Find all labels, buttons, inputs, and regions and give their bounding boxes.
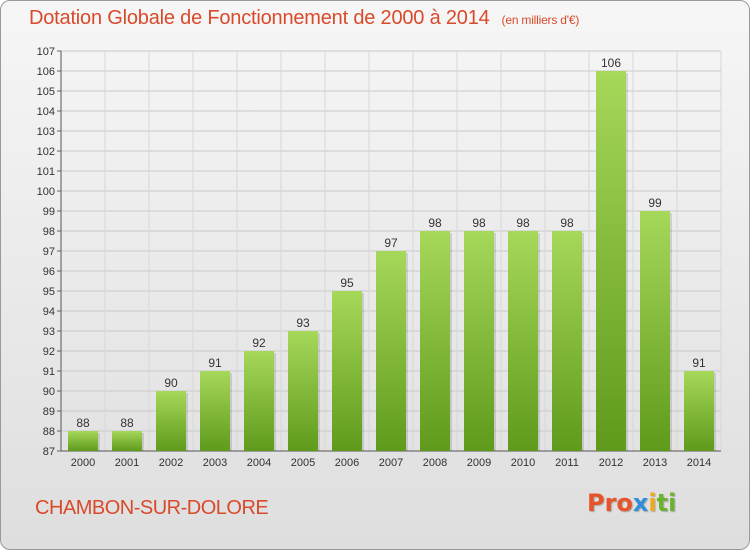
- bar-value-label: 91: [692, 356, 706, 370]
- x-tick-label: 2014: [687, 457, 711, 469]
- bar-value-label: 92: [252, 336, 266, 350]
- y-tick-label: 89: [43, 406, 55, 418]
- bar-value-label: 106: [601, 56, 621, 70]
- y-tick-label: 87: [43, 446, 55, 458]
- bar-value-label: 98: [516, 216, 530, 230]
- x-tick-label: 2000: [71, 457, 95, 469]
- x-tick-label: 2008: [423, 457, 447, 469]
- y-tick-label: 107: [37, 46, 55, 58]
- x-tick-label: 2004: [247, 457, 271, 469]
- y-tick-label: 91: [43, 366, 55, 378]
- y-tick-label: 94: [43, 306, 55, 318]
- bar-2004: [244, 351, 274, 451]
- proxiti-logo: Proxiti: [587, 489, 676, 517]
- y-tick-label: 104: [37, 106, 55, 118]
- x-tick-label: 2002: [159, 457, 183, 469]
- bar-value-label: 98: [560, 216, 574, 230]
- bar-value-label: 98: [428, 216, 442, 230]
- y-tick-label: 101: [37, 166, 55, 178]
- bar-2013: [640, 211, 670, 451]
- bar-2009: [464, 231, 494, 451]
- x-tick-label: 2011: [555, 457, 579, 469]
- y-tick-label: 99: [43, 206, 55, 218]
- logo-part-1: Pro: [587, 489, 633, 517]
- bar-value-label: 97: [384, 236, 398, 250]
- x-tick-label: 2009: [467, 457, 491, 469]
- y-tick-label: 102: [37, 146, 55, 158]
- x-tick-label: 2010: [511, 457, 535, 469]
- bar-value-label: 93: [296, 316, 310, 330]
- y-tick-label: 100: [37, 186, 55, 198]
- chart-title: Dotation Globale de Fonctionnement de 20…: [29, 7, 579, 30]
- bar-2006: [332, 291, 362, 451]
- x-tick-label: 2005: [291, 457, 315, 469]
- y-tick-label: 90: [43, 386, 55, 398]
- bar-2007: [376, 251, 406, 451]
- chart-unit-label: (en milliers d'€): [501, 13, 580, 27]
- bar-value-label: 90: [164, 376, 178, 390]
- x-tick-label: 2001: [115, 457, 139, 469]
- bar-2011: [552, 231, 582, 451]
- bar-value-label: 88: [120, 416, 134, 430]
- bar-2001: [112, 431, 142, 451]
- x-tick-label: 2003: [203, 457, 227, 469]
- chart-title-text: Dotation Globale de Fonctionnement de 20…: [29, 7, 490, 29]
- bar-value-label: 95: [340, 276, 354, 290]
- bar-value-label: 99: [648, 196, 662, 210]
- y-tick-label: 93: [43, 326, 55, 338]
- y-tick-label: 98: [43, 226, 55, 238]
- logo-part-3: i: [648, 489, 657, 517]
- logo-part-2: x: [632, 489, 649, 517]
- bar-2014: [684, 371, 714, 451]
- y-tick-label: 103: [37, 126, 55, 138]
- bar-2000: [68, 431, 98, 451]
- y-tick-label: 95: [43, 286, 55, 298]
- labels: 87 88 89 90 91 92 93 94 95 96 97 98 99 100 101 102 103 10…: [37, 46, 712, 469]
- bar-2003: [200, 371, 230, 451]
- bar-2012: [596, 71, 626, 451]
- x-tick-label: 2006: [335, 457, 359, 469]
- x-tick-label: 2012: [599, 457, 623, 469]
- x-tick-label: 2007: [379, 457, 403, 469]
- bar-2010: [508, 231, 538, 451]
- bar-value-label: 91: [208, 356, 222, 370]
- bar-2008: [420, 231, 450, 451]
- bars: [68, 71, 716, 451]
- x-tick-label: 2013: [643, 457, 667, 469]
- bar-value-label: 88: [76, 416, 90, 430]
- commune-name: CHAMBON-SUR-DOLORE: [35, 497, 269, 519]
- y-tick-label: 97: [43, 246, 55, 258]
- y-tick-label: 88: [43, 426, 55, 438]
- y-tick-label: 105: [37, 86, 55, 98]
- y-tick-label: 92: [43, 346, 55, 358]
- logo-part-4: ti: [656, 489, 677, 517]
- bar-2002: [156, 391, 186, 451]
- bar-2005: [288, 331, 318, 451]
- y-tick-label: 106: [37, 66, 55, 78]
- bar-value-label: 98: [472, 216, 486, 230]
- y-tick-label: 96: [43, 266, 55, 278]
